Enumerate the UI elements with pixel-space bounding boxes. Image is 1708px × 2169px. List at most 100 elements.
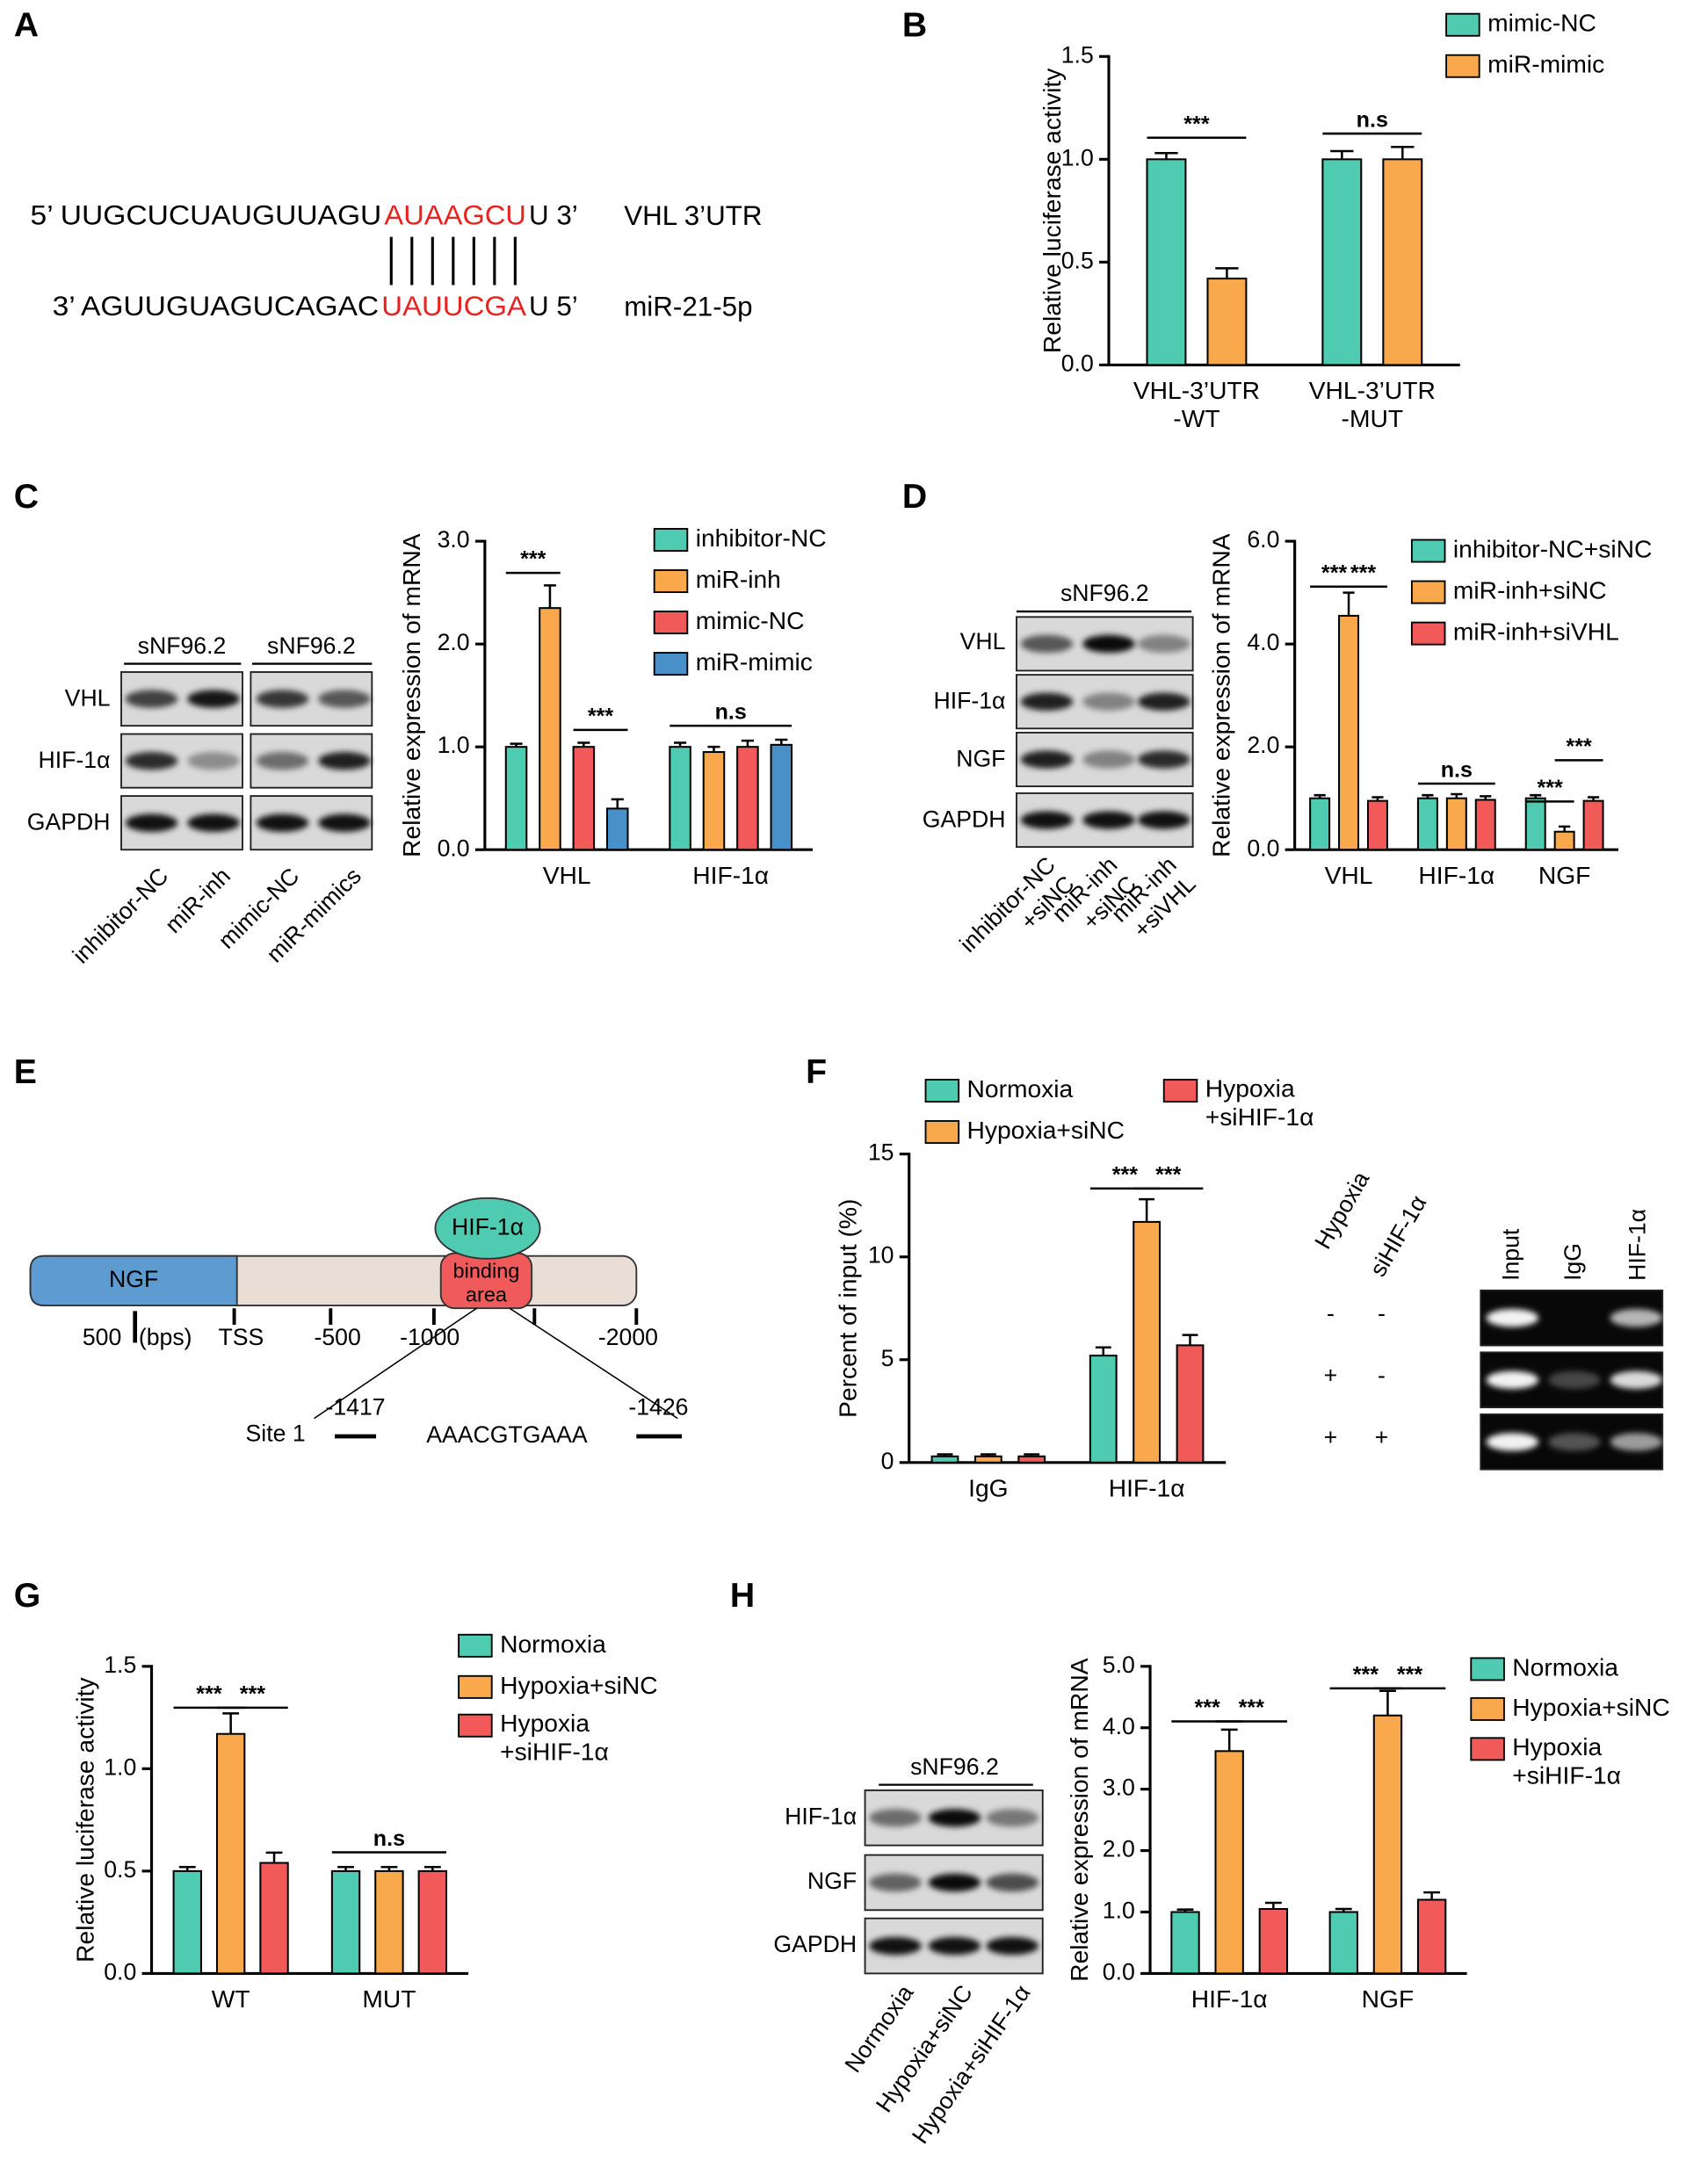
chart: 0.0 1.0 2.0 3.0 Relative expression of mRNA V… — [397, 524, 827, 889]
row-label: GAPDH — [773, 1931, 857, 1957]
blot-band — [986, 1873, 1039, 1892]
site-label: Site 1 — [246, 1420, 306, 1446]
x-tick-label: HIF-1α — [1191, 1985, 1268, 2013]
error-bar — [1423, 1891, 1441, 1900]
error-bar — [1139, 1197, 1155, 1222]
blot-band — [187, 690, 240, 708]
error-bar — [1215, 267, 1239, 279]
sequence-prefix: 3’ AGUUGUAGUCAGAC — [53, 291, 380, 322]
blot-band — [1137, 634, 1191, 654]
chart: 0.0 2.0 4.0 6.0 Relative expression of mRNA V… — [1207, 526, 1653, 889]
blot-band — [1020, 811, 1074, 829]
bar — [1366, 799, 1388, 851]
bar — [1309, 797, 1331, 851]
legend-swatch — [1445, 54, 1480, 78]
bar — [172, 1869, 202, 1975]
text-line: -WT — [1173, 405, 1219, 433]
error-bar — [775, 738, 788, 745]
legend-label: Normoxia — [500, 1630, 606, 1658]
panel-label: B — [902, 7, 927, 45]
significance-label: *** — [588, 704, 614, 728]
bar — [1321, 158, 1363, 366]
bar — [259, 1862, 289, 1975]
y-tick-label: 0.5 — [1061, 247, 1094, 273]
position-label: -1000 — [400, 1324, 460, 1350]
y-tick-label: 10 — [868, 1242, 894, 1269]
error-bar — [380, 1865, 398, 1871]
y-tick-label: 5 — [881, 1345, 894, 1371]
error-bar — [1154, 152, 1178, 160]
blot-band — [928, 1809, 981, 1827]
blot-band — [986, 1936, 1039, 1956]
legend-swatch — [1162, 1079, 1198, 1103]
bar — [1382, 158, 1423, 366]
y-tick-label: 1.5 — [104, 1652, 136, 1678]
blot-band — [1137, 692, 1191, 711]
x-tick-label: VHL-3’UTR -MUT — [1309, 376, 1436, 432]
error-bar — [1379, 1689, 1396, 1716]
x-tick-label: VHL — [1325, 861, 1373, 889]
y-tick-label: 0.5 — [104, 1856, 136, 1883]
blot-band — [318, 690, 371, 708]
y-tick-label: 2.0 — [438, 629, 470, 655]
blot-band — [1610, 1370, 1663, 1389]
error-bar — [1391, 146, 1415, 160]
blot-band — [869, 1809, 922, 1827]
legend-label: Normoxia — [1512, 1652, 1618, 1681]
legend-label: inhibitor-NC — [696, 524, 827, 552]
blot-band — [869, 1936, 922, 1956]
blot-band — [256, 751, 309, 770]
error-bar — [611, 798, 624, 809]
lane-label: IgG — [1560, 1243, 1586, 1281]
zoom-line — [314, 1307, 477, 1420]
significance-label: n.s — [715, 700, 747, 725]
bar — [973, 1455, 1002, 1464]
legend-swatch — [1410, 539, 1446, 563]
bar — [417, 1869, 448, 1975]
panel-label: F — [806, 1053, 827, 1091]
error-bar — [674, 741, 687, 748]
error-bar — [1095, 1346, 1111, 1356]
bar — [1553, 830, 1575, 851]
y-tick-label: 2.0 — [1103, 1836, 1135, 1862]
blot-band — [125, 751, 178, 770]
error-bar — [1220, 1728, 1238, 1752]
panel-label: D — [902, 478, 927, 516]
significance-label: *** — [196, 1681, 222, 1706]
significance-label: *** — [1239, 1695, 1265, 1720]
error-bar — [1024, 1453, 1040, 1457]
sequence-line: 5’ UUGCUCUAUGUUAGU AUAAGCU U 3’ — [31, 200, 578, 231]
sequence-line: 3’ AGUUGUAGUCAGAC UAUUCGA U 5’ — [53, 291, 578, 322]
text-line: VHL-3’UTR — [1309, 376, 1436, 404]
blot-band — [1548, 1433, 1601, 1451]
row-label: GAPDH — [923, 806, 1006, 832]
error-bar — [707, 745, 720, 753]
significance-label: *** — [1194, 1695, 1220, 1720]
error-bar — [1335, 1907, 1352, 1912]
bar — [504, 746, 528, 851]
area-label: binding area — [453, 1260, 520, 1306]
error-bar — [1587, 796, 1600, 801]
significance-label: *** — [1112, 1162, 1139, 1187]
legend-swatch — [1470, 1737, 1505, 1761]
y-tick-label: 1.5 — [1061, 41, 1094, 68]
text-line: Hypoxia — [500, 1710, 590, 1738]
blot-band — [1137, 750, 1191, 769]
blot-band — [125, 690, 178, 708]
x-tick-label: HIF-1α — [1109, 1474, 1185, 1502]
error-bar — [178, 1865, 196, 1871]
bar — [605, 807, 629, 851]
y-axis-label: Relative luciferase activity — [70, 1676, 98, 1962]
legend-label: Hypoxia+siNC — [1512, 1693, 1669, 1721]
legend-label: inhibitor-NC+siNC — [1453, 535, 1652, 563]
y-tick-label: 15 — [868, 1139, 894, 1166]
error-bar — [1451, 792, 1463, 799]
legend-label: miR-inh — [696, 565, 781, 593]
blot-band — [256, 813, 309, 832]
scale-label: 500 — [83, 1324, 121, 1350]
sequence-suffix: U 5’ — [529, 291, 578, 322]
legend-swatch — [1470, 1657, 1505, 1681]
bar — [1258, 1907, 1289, 1975]
